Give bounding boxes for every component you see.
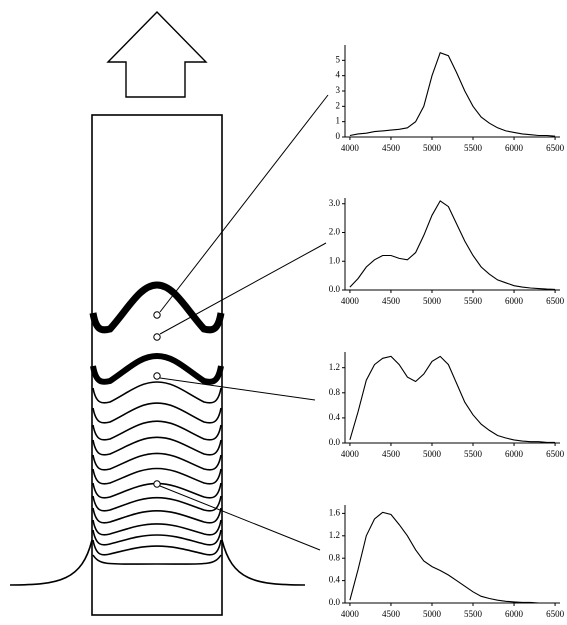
x-tick-label: 4000: [341, 296, 360, 306]
up-arrow: [106, 10, 208, 98]
connector: [159, 377, 316, 401]
x-tick-label: 4000: [341, 609, 360, 619]
x-tick-label: 5000: [423, 609, 442, 619]
y-tick-label: 0.4: [329, 575, 341, 585]
profile-curve: [92, 381, 222, 404]
spectrum-line: [349, 355, 556, 443]
profile-curve: [92, 529, 222, 546]
y-tick-label: 5: [336, 54, 341, 64]
x-tick-label: 4000: [341, 143, 360, 153]
x-tick-label: 5000: [423, 449, 442, 459]
x-tick-label: 5500: [464, 143, 483, 153]
x-tick-label: 4500: [382, 609, 401, 619]
y-tick-label: 2.0: [329, 227, 341, 237]
connectors: [153, 94, 329, 551]
y-tick-label: 0.8: [329, 552, 341, 562]
profile-curve: [92, 402, 222, 424]
profile-curve: [92, 495, 222, 512]
x-tick-label: 6000: [505, 609, 524, 619]
sample-point: [153, 372, 161, 380]
profile-curve: [92, 467, 222, 485]
y-tick-label: 4: [336, 70, 341, 80]
profile-curve: [92, 519, 222, 536]
x-tick-label: 6500: [546, 296, 565, 306]
y-tick-label: 2: [336, 100, 341, 110]
spectrum-chart: 0.0 1.0 2.0 3.0 4000 4500 5000 5500 6000 6500: [329, 198, 565, 306]
profile-curve: [89, 281, 225, 334]
profile-curve: [92, 436, 222, 456]
x-tick-label: 6500: [546, 449, 565, 459]
y-tick-label: 0.4: [329, 412, 341, 422]
x-tick-label: 6000: [505, 143, 524, 153]
x-tick-label: 5000: [423, 296, 442, 306]
spectrum-chart: 0.0 0.4 0.8 1.2 1.6 4000 4500 5000 5500 6000 6500: [329, 505, 565, 619]
y-tick-label: 0.0: [329, 284, 341, 294]
x-tick-label: 4000: [341, 449, 360, 459]
connector: [159, 485, 321, 551]
x-tick-label: 6000: [505, 449, 524, 459]
y-tick-label: 3: [336, 85, 341, 95]
spectrum-chart: 0.0 0.4 0.8 1.2 4000 4500 5000 5500 6000 6500: [329, 352, 565, 459]
y-tick-label: 0.0: [329, 437, 341, 447]
x-tick-label: 6500: [546, 609, 565, 619]
x-tick-label: 5000: [423, 143, 442, 153]
x-tick-label: 5500: [464, 609, 483, 619]
baseline-right: [221, 539, 306, 586]
y-tick-label: 1.0: [329, 255, 341, 265]
x-tick-label: 6000: [505, 296, 524, 306]
profile-curve: [92, 420, 222, 441]
baseline-left: [9, 539, 93, 586]
x-tick-label: 5500: [464, 449, 483, 459]
profile-curve: [92, 452, 222, 471]
x-tick-label: 4500: [382, 449, 401, 459]
y-tick-label: 1.6: [329, 507, 341, 517]
sample-point: [153, 333, 161, 341]
profile-curve: [92, 554, 222, 565]
y-tick-label: 1.2: [329, 362, 340, 372]
profile-curves: [89, 281, 225, 565]
spectrum-line: [349, 511, 556, 604]
sample-point: [153, 311, 161, 319]
profile-curve: [92, 539, 222, 556]
y-tick-label: 1: [336, 116, 341, 126]
sample-point: [153, 480, 161, 488]
y-tick-label: 0: [336, 131, 341, 141]
spectrum-line: [349, 200, 556, 290]
column: [91, 114, 223, 616]
x-tick-label: 6500: [546, 143, 565, 153]
profile-curve: [92, 507, 222, 524]
spectrum-line: [349, 51, 556, 137]
x-tick-label: 4500: [382, 143, 401, 153]
y-tick-label: 1.2: [329, 530, 340, 540]
y-tick-label: 0.0: [329, 597, 341, 607]
connector: [159, 94, 329, 313]
x-tick-label: 4500: [382, 296, 401, 306]
x-tick-label: 5500: [464, 296, 483, 306]
connector: [159, 242, 327, 335]
y-tick-label: 0.8: [329, 387, 341, 397]
profile-curve: [90, 352, 224, 385]
spectrum-chart: 0 1 2 3 4 5 4000 4500 5000 5500 6000 6500: [336, 45, 565, 153]
y-tick-label: 3.0: [329, 198, 341, 208]
